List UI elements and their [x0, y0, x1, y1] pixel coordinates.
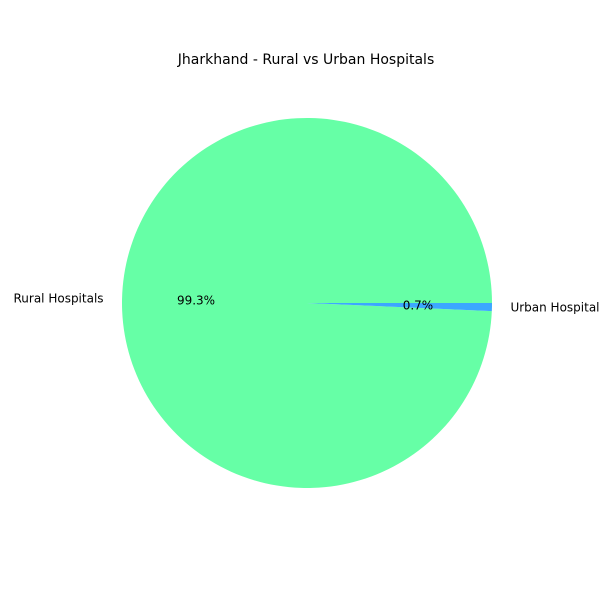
pie-labels: Rural Hospitals 99.3% Urban Hospitals 0.7% — [13, 292, 600, 315]
chart-title: Jharkhand - Rural vs Urban Hospitals — [177, 52, 435, 68]
pie-slice-urban-hospitals — [307, 303, 492, 312]
slice-label: Rural Hospitals — [13, 292, 103, 306]
slice-percent-label: 0.7% — [403, 298, 434, 312]
slice-percent-label: 99.3% — [177, 294, 215, 308]
slice-label: Urban Hospitals — [510, 300, 600, 314]
pie-slices — [122, 118, 492, 489]
pie-slice-rural-hospitals — [122, 118, 492, 489]
